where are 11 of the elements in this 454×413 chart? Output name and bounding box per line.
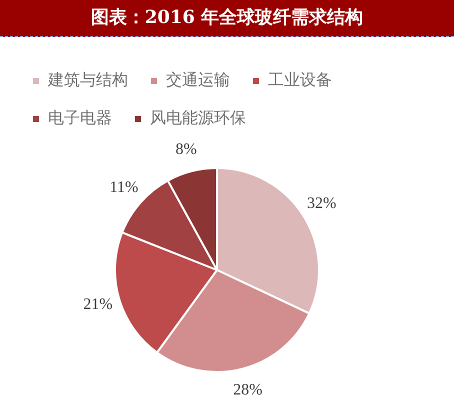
data-label: 11%: [110, 179, 138, 196]
legend-label: 交通运输: [166, 70, 230, 90]
legend-label: 电子电器: [48, 108, 112, 128]
legend-label: 风电能源环保: [150, 108, 246, 128]
data-label: 28%: [233, 381, 262, 398]
legend-label: 建筑与结构: [47, 70, 128, 90]
data-label: 21%: [83, 296, 113, 313]
legend-label: 工业设备: [268, 70, 332, 90]
data-label: 32%: [307, 194, 336, 212]
chart-title: 图表：2016 年全球玻纤需求结构: [0, 0, 454, 37]
data-label: 8%: [176, 141, 197, 158]
